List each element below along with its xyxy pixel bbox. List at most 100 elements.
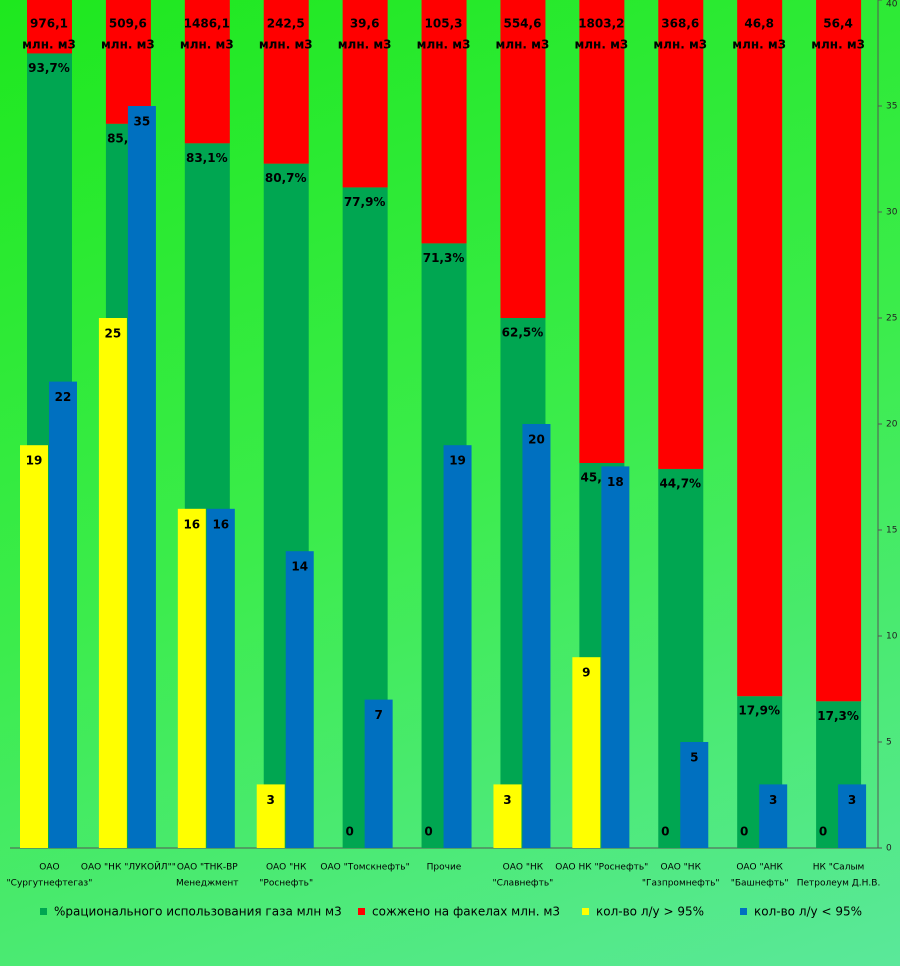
flare-label: 1803,2: [578, 17, 624, 31]
flare-label: 46,8: [744, 17, 774, 31]
flare-label: 105,3: [425, 17, 463, 31]
count-bar: [256, 784, 285, 848]
y-tick-label: 30: [886, 208, 898, 218]
x-tick-label: ОАО: [39, 863, 59, 873]
value-label: 44,7%: [659, 476, 701, 490]
x-tick-label: "Славнефть": [493, 879, 554, 889]
value-label: 7: [374, 708, 382, 722]
flare-unit: млн. м3: [180, 38, 234, 52]
flare-label: 509,6: [109, 17, 147, 31]
x-tick-label: "Газпромнефть": [642, 879, 720, 889]
value-label: 3: [769, 793, 777, 807]
y-tick-label: 10: [886, 632, 898, 642]
value-label: 0: [345, 825, 353, 839]
pct-bar: [27, 0, 72, 54]
y-tick-label: 25: [886, 314, 897, 324]
count-bar: [285, 551, 314, 848]
count-bar: [177, 508, 206, 848]
flare-unit: млн. м3: [653, 38, 707, 52]
pct-bar: [500, 0, 546, 318]
x-tick-label: ОАО "НК: [660, 863, 701, 873]
count-bar: [20, 445, 48, 848]
pct-bar: [105, 0, 151, 124]
pct-bar: [816, 0, 862, 702]
legend-swatch: [40, 908, 47, 915]
x-tick-label: ОАО "ТНК-ВР: [177, 863, 238, 873]
count-bar: [127, 106, 156, 848]
flare-label: 976,1: [30, 17, 68, 31]
count-bar: [98, 318, 127, 848]
x-tick-label: "Сургутнефтегаз": [7, 879, 93, 889]
y-tick-label: 40: [886, 0, 898, 10]
count-bar: [601, 466, 630, 848]
y-tick-label: 0: [886, 844, 892, 854]
count-bar: [522, 424, 551, 848]
count-bar: [680, 742, 709, 848]
value-label: 17,9%: [738, 704, 780, 718]
value-label: 16: [212, 517, 229, 531]
y-tick-label: 35: [886, 102, 897, 112]
value-label: 71,3%: [423, 251, 465, 265]
flare-unit: млн. м3: [338, 38, 392, 52]
value-label: 0: [740, 825, 748, 839]
value-label: 83,1%: [186, 151, 228, 165]
value-label: 25: [105, 327, 122, 341]
value-label: 62,5%: [502, 326, 544, 340]
y-tick-label: 15: [886, 526, 897, 536]
flare-unit: млн. м3: [22, 38, 76, 52]
x-tick-label: ОАО "НК: [266, 863, 307, 873]
x-tick-label: ОАО "НК: [503, 863, 544, 873]
pct-bar: [263, 0, 309, 164]
pct-bar: [184, 0, 230, 144]
legend-label: %рационального использования газа млн м3: [54, 905, 342, 919]
value-label: 3: [503, 793, 511, 807]
value-label: 19: [449, 454, 466, 468]
x-tick-label: Прочие: [427, 863, 462, 873]
flare-unit: млн. м3: [574, 38, 628, 52]
value-label: 0: [819, 825, 827, 839]
count-bar: [49, 381, 77, 848]
value-label: 3: [848, 793, 856, 807]
value-label: 0: [424, 825, 432, 839]
legend-label: сожжено на факелах млн. м3: [372, 905, 560, 919]
flare-unit: млн. м3: [417, 38, 471, 52]
count-bar: [364, 699, 393, 848]
pct-bar: [342, 0, 388, 188]
value-label: 17,3%: [817, 709, 859, 723]
value-label: 19: [26, 454, 43, 468]
legend-swatch: [582, 908, 589, 915]
x-tick-label: ОАО "НК "ЛУКОЙЛ"": [81, 861, 176, 873]
flare-unit: млн. м3: [496, 38, 550, 52]
value-label: 35: [134, 115, 151, 129]
flare-unit: млн. м3: [259, 38, 313, 52]
value-label: 3: [267, 793, 275, 807]
flare-label: 56,4: [823, 17, 853, 31]
pct-bar: [658, 0, 704, 469]
flare-unit: млн. м3: [811, 38, 865, 52]
x-tick-label: Петролеум Д.Н.В.: [797, 879, 881, 889]
pct-bar: [737, 0, 783, 697]
count-bar: [759, 784, 788, 848]
legend-label: кол-во л/у < 95%: [754, 905, 862, 919]
count-bar: [493, 784, 522, 848]
value-label: 5: [690, 751, 698, 765]
value-label: 16: [183, 517, 200, 531]
value-label: 14: [291, 560, 308, 574]
flare-label: 368,6: [661, 17, 699, 31]
value-label: 22: [55, 390, 72, 404]
x-tick-label: Менеджмент: [176, 879, 239, 889]
flare-unit: млн. м3: [101, 38, 155, 52]
flare-label: 554,6: [503, 17, 541, 31]
pct-bar: [421, 0, 467, 244]
x-tick-label: НК "Салым: [813, 863, 865, 873]
flare-label: 1486,1: [184, 17, 230, 31]
x-tick-label: ОАО "АНК: [736, 863, 783, 873]
x-tick-label: ОАО НК "Роснефть": [555, 863, 648, 873]
y-tick-label: 5: [886, 738, 892, 748]
value-label: 9: [582, 666, 590, 680]
y-tick-label: 20: [886, 420, 898, 430]
legend-swatch: [358, 908, 365, 915]
count-bar: [206, 508, 235, 848]
value-label: 20: [528, 433, 545, 447]
